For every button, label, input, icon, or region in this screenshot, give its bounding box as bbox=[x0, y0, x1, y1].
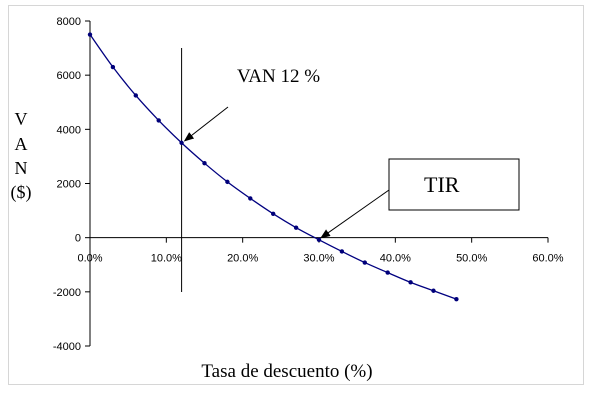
data-point bbox=[431, 288, 436, 293]
y-axis-label-line: N bbox=[15, 158, 28, 178]
x-axis-label: Tasa de descuento (%) bbox=[201, 361, 372, 382]
y-axis-label: VAN ($) bbox=[11, 109, 32, 203]
chart-frame bbox=[8, 5, 584, 385]
x-tick-label: 30.0% bbox=[303, 253, 334, 265]
data-point bbox=[362, 260, 367, 265]
x-tick-label: 0.0% bbox=[77, 253, 102, 265]
annotation-van-12: VAN 12 % bbox=[237, 66, 320, 87]
x-tick-label: 10.0% bbox=[151, 253, 182, 265]
data-point bbox=[156, 118, 161, 123]
data-point bbox=[293, 225, 299, 230]
y-axis-label-line: A bbox=[15, 134, 28, 154]
data-point bbox=[385, 270, 390, 275]
data-point bbox=[339, 249, 345, 254]
data-point bbox=[87, 32, 93, 37]
y-tick-label: -4000 bbox=[53, 341, 81, 353]
series-points bbox=[87, 32, 459, 302]
data-point bbox=[248, 196, 253, 201]
y-axis-label-line: ($) bbox=[11, 182, 32, 203]
annotation-arrow bbox=[320, 189, 390, 239]
data-point bbox=[454, 296, 459, 302]
x-tick-label: 50.0% bbox=[456, 253, 487, 265]
data-point bbox=[225, 179, 230, 185]
data-point bbox=[408, 280, 413, 285]
data-point bbox=[316, 237, 322, 243]
y-tick-label: 6000 bbox=[57, 70, 81, 82]
y-tick-label: 4000 bbox=[57, 124, 81, 136]
y-tick-label: 8000 bbox=[57, 16, 81, 28]
annotations: VAN 12 % TIR bbox=[183, 66, 520, 239]
x-tick-label: 60.0% bbox=[532, 253, 563, 265]
annotation-arrow bbox=[183, 106, 229, 142]
data-point bbox=[133, 93, 138, 98]
x-tick-labels: 0.0% 10.0% 20.0% 30.0% 40.0% 50.0% 60.0% bbox=[77, 253, 563, 265]
x-tick-label: 40.0% bbox=[380, 253, 411, 265]
y-tick-labels: -4000 -2000 0 2000 4000 6000 8000 bbox=[53, 16, 81, 353]
y-tick-label: -2000 bbox=[53, 287, 81, 299]
data-point bbox=[202, 160, 207, 166]
data-point bbox=[179, 140, 184, 146]
y-axis-label-line: V bbox=[15, 109, 28, 129]
tir-box bbox=[388, 158, 520, 211]
annotation-tir: TIR bbox=[424, 172, 460, 197]
y-tick-label: 2000 bbox=[57, 179, 81, 191]
data-point bbox=[110, 64, 116, 70]
x-tick-label: 20.0% bbox=[227, 253, 258, 265]
data-point bbox=[271, 211, 276, 217]
y-tick-label: 0 bbox=[75, 233, 81, 245]
